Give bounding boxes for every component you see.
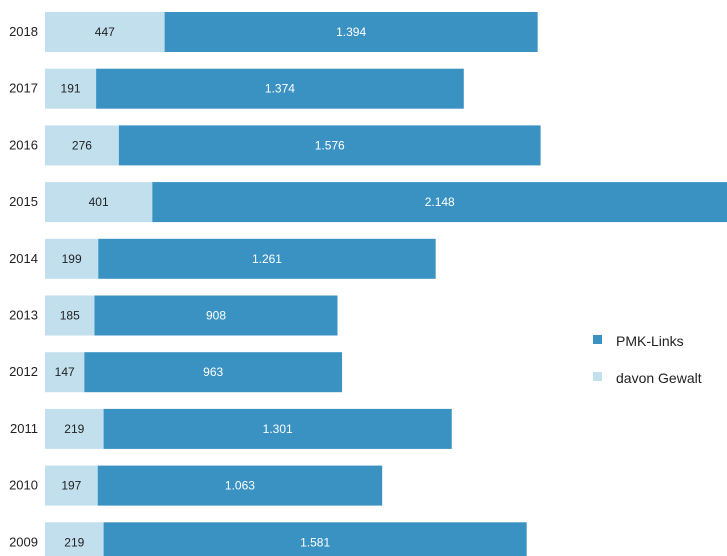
y-tick-label: 2017: [9, 81, 38, 96]
bar-pmk-links: [98, 238, 436, 279]
legend-swatch-pmk-links: [593, 335, 602, 344]
data-label-pmk-links: 1.301: [263, 422, 293, 436]
data-label-pmk-links: 1.261: [252, 252, 282, 266]
legend: PMK-Links davon Gewalt: [593, 333, 702, 386]
y-tick-label: 2010: [9, 478, 38, 493]
bars-group: 2018 447 1.394 2017 191 1.374 2016 276 1.576 2015…: [9, 12, 727, 556]
data-label-davon-gewalt: 197: [61, 479, 81, 493]
y-tick-label: 2016: [9, 137, 38, 152]
bar-pmk-links: [94, 295, 338, 336]
y-tick-label: 2012: [9, 364, 38, 379]
legend-label-pmk-links: PMK-Links: [616, 333, 684, 349]
bar-davon-gewalt: [45, 68, 97, 109]
y-tick-label: 2018: [9, 24, 38, 39]
data-label-davon-gewalt: 401: [89, 195, 109, 209]
data-label-pmk-links: 963: [203, 365, 223, 379]
bar-davon-gewalt: [45, 12, 165, 52]
legend-label-davon-gewalt: davon Gewalt: [616, 370, 702, 386]
bar-pmk-links: [96, 68, 464, 109]
data-label-davon-gewalt: 185: [60, 309, 80, 323]
data-label-davon-gewalt: 147: [55, 365, 75, 379]
data-label-pmk-links: 908: [206, 309, 226, 323]
data-label-pmk-links: 1.576: [315, 138, 345, 152]
data-label-davon-gewalt: 219: [64, 535, 84, 549]
y-tick-label: 2014: [9, 251, 38, 266]
data-label-davon-gewalt: 219: [64, 422, 84, 436]
data-label-pmk-links: 1.374: [265, 82, 295, 96]
y-tick-label: 2009: [9, 534, 38, 549]
bar-pmk-links: [84, 352, 343, 393]
bar-davon-gewalt: [45, 352, 85, 393]
data-label-pmk-links: 1.063: [225, 479, 255, 493]
bar-pmk-links: [152, 182, 727, 223]
data-label-davon-gewalt: 191: [61, 82, 81, 96]
data-label-pmk-links: 1.581: [300, 535, 330, 549]
bar-davon-gewalt: [45, 295, 95, 336]
y-tick-label: 2011: [10, 421, 38, 436]
bar-pmk-links: [118, 125, 541, 166]
legend-swatch-davon-gewalt: [593, 372, 602, 381]
data-label-davon-gewalt: 447: [95, 25, 115, 39]
bar-davon-gewalt: [45, 125, 119, 166]
data-label-pmk-links: 2.148: [425, 195, 455, 209]
bar-pmk-links: [97, 465, 383, 506]
bar-pmk-links: [103, 408, 452, 449]
y-tick-label: 2013: [9, 308, 38, 323]
data-label-davon-gewalt: 276: [72, 138, 92, 152]
bar-pmk-links: [103, 522, 527, 556]
bar-davon-gewalt: [45, 408, 104, 449]
y-tick-label: 2015: [9, 194, 38, 209]
bar-davon-gewalt: [45, 182, 153, 223]
data-label-davon-gewalt: 199: [62, 252, 82, 266]
bar-davon-gewalt: [45, 465, 98, 506]
bar-davon-gewalt: [45, 522, 104, 556]
data-label-pmk-links: 1.394: [336, 25, 366, 39]
bar-davon-gewalt: [45, 238, 99, 279]
bar-pmk-links: [164, 12, 538, 52]
